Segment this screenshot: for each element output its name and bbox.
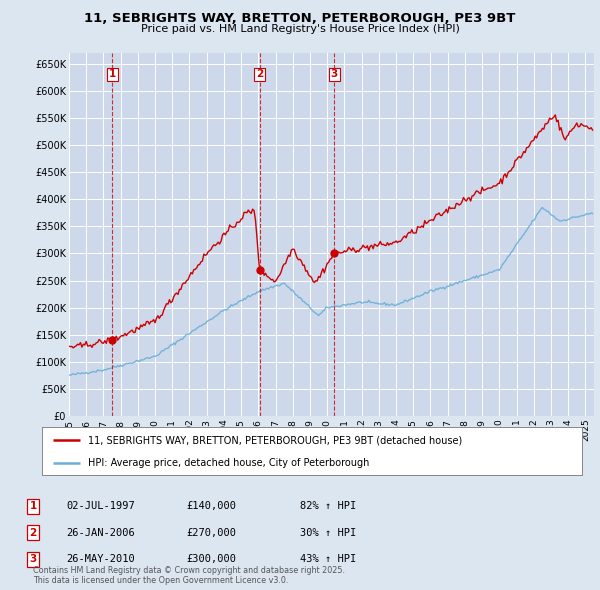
Text: 11, SEBRIGHTS WAY, BRETTON, PETERBOROUGH, PE3 9BT: 11, SEBRIGHTS WAY, BRETTON, PETERBOROUGH…: [85, 12, 515, 25]
Text: HPI: Average price, detached house, City of Peterborough: HPI: Average price, detached house, City…: [88, 458, 369, 468]
Text: Contains HM Land Registry data © Crown copyright and database right 2025.
This d: Contains HM Land Registry data © Crown c…: [33, 566, 345, 585]
Text: £270,000: £270,000: [186, 528, 236, 537]
Text: 82% ↑ HPI: 82% ↑ HPI: [300, 502, 356, 511]
Text: 30% ↑ HPI: 30% ↑ HPI: [300, 528, 356, 537]
Text: 02-JUL-1997: 02-JUL-1997: [66, 502, 135, 511]
Text: 1: 1: [109, 70, 116, 80]
Text: 2: 2: [256, 70, 263, 80]
Text: £140,000: £140,000: [186, 502, 236, 511]
Text: 43% ↑ HPI: 43% ↑ HPI: [300, 555, 356, 564]
Text: 3: 3: [29, 555, 37, 564]
Text: 1: 1: [29, 502, 37, 511]
Text: 11, SEBRIGHTS WAY, BRETTON, PETERBOROUGH, PE3 9BT (detached house): 11, SEBRIGHTS WAY, BRETTON, PETERBOROUGH…: [88, 435, 462, 445]
Text: 2: 2: [29, 528, 37, 537]
Text: £300,000: £300,000: [186, 555, 236, 564]
Text: 3: 3: [331, 70, 338, 80]
Text: 26-MAY-2010: 26-MAY-2010: [66, 555, 135, 564]
Text: Price paid vs. HM Land Registry's House Price Index (HPI): Price paid vs. HM Land Registry's House …: [140, 24, 460, 34]
Text: 26-JAN-2006: 26-JAN-2006: [66, 528, 135, 537]
